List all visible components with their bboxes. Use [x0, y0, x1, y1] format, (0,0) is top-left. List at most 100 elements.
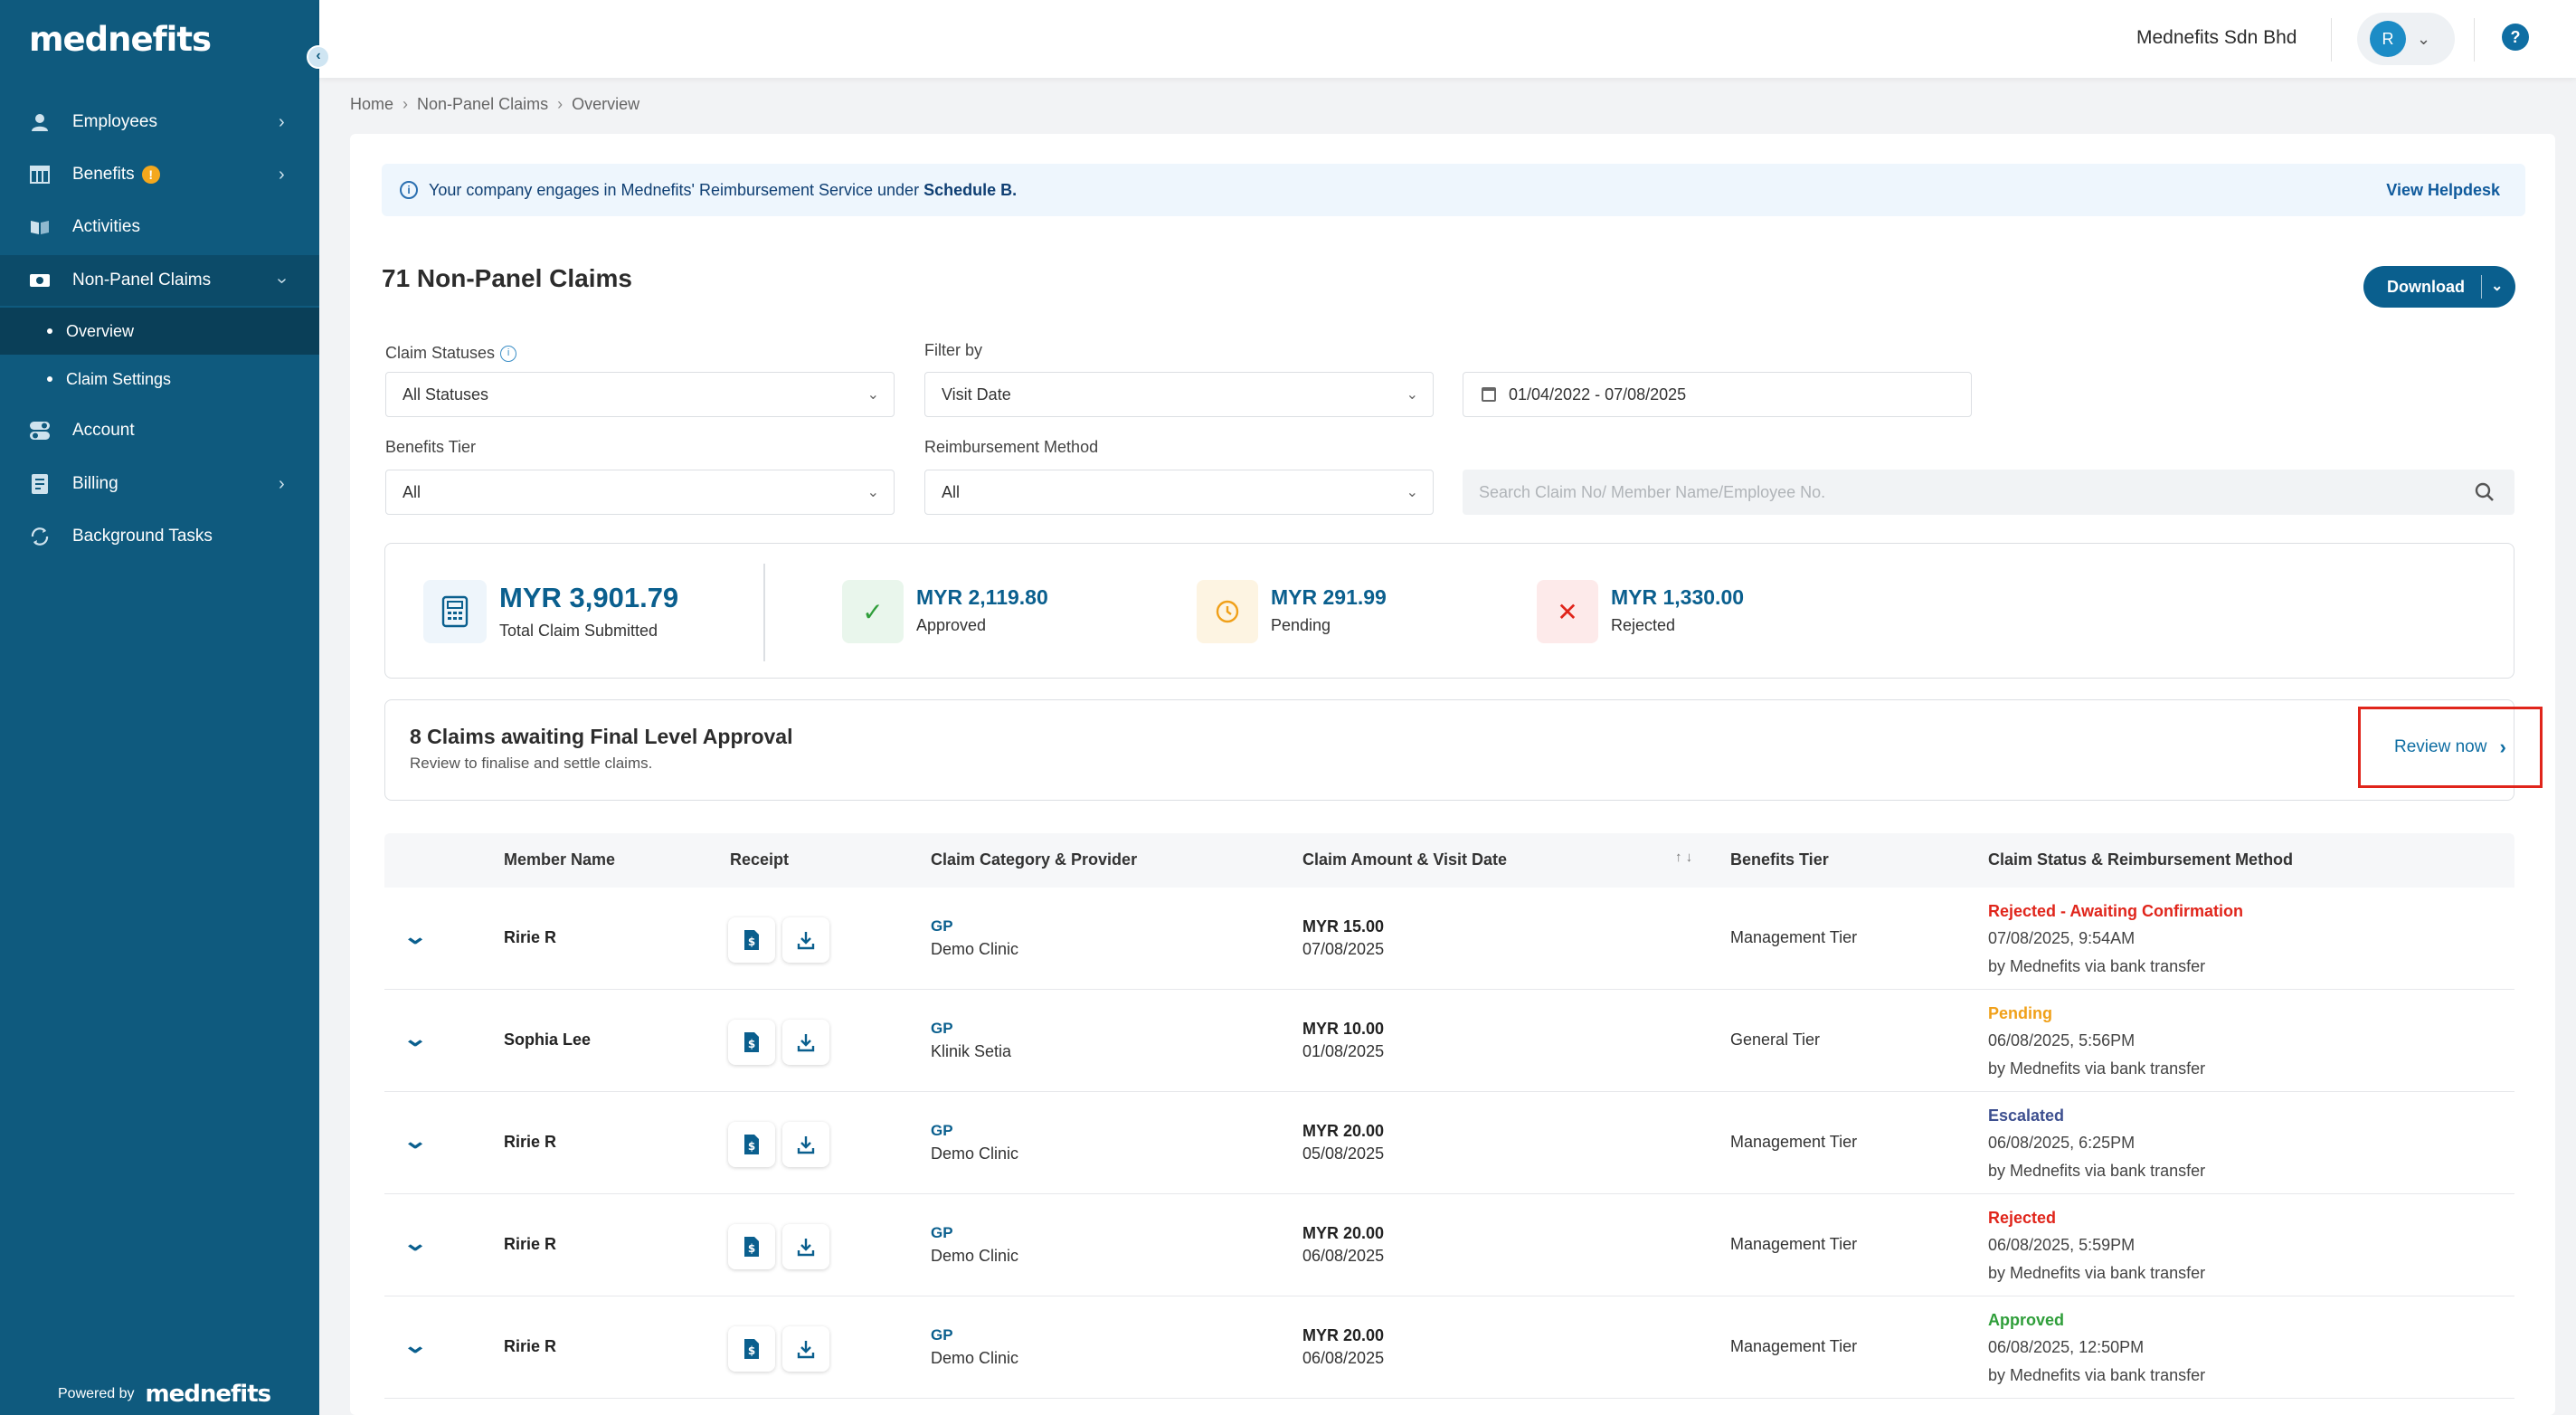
receipt-file-icon[interactable]: $ — [728, 1020, 775, 1065]
member-name: Ririe R — [504, 1235, 557, 1253]
download-icon[interactable] — [782, 1020, 829, 1065]
benefits-tier-label: Benefits Tier — [385, 438, 477, 456]
receipt-file-icon[interactable]: $ — [728, 1122, 775, 1167]
chevron-right-icon: › — [557, 95, 564, 113]
review-now-button[interactable]: Review now › — [2358, 707, 2543, 788]
download-icon[interactable] — [782, 917, 829, 963]
receipt-file-icon[interactable]: $ — [728, 1326, 775, 1372]
sidebar-item-billing[interactable]: Billing › — [0, 459, 319, 509]
chevron-down-icon[interactable]: ⌄ — [2491, 279, 2504, 294]
table-row[interactable]: ⌄ Sophia Lee $ GP Klinik Setia MYR 10.00… — [384, 990, 2514, 1092]
date-range-field[interactable]: 01/04/2022 - 07/08/2025 — [1463, 372, 1972, 417]
breadcrumb: Home › Non-Panel Claims › Overview — [350, 95, 639, 114]
claim-category: GP — [931, 1020, 953, 1037]
search-icon[interactable] — [2475, 482, 2494, 501]
claim-provider: Demo Clinic — [931, 1247, 1019, 1265]
chevron-down-icon: ⌄ — [1406, 485, 1418, 500]
download-icon[interactable] — [782, 1326, 829, 1372]
sidebar-item-employees[interactable]: Employees › — [0, 97, 319, 147]
claim-amount: MYR 20.00 — [1302, 1122, 1385, 1140]
chevron-down-icon[interactable]: ⌄ — [402, 1231, 429, 1256]
chevron-down-icon[interactable]: ⌄ — [402, 925, 429, 949]
chevron-down-icon[interactable]: ⌄ — [402, 1129, 429, 1154]
receipt-icon — [29, 270, 51, 291]
sidebar: mednefits Employees › Benefits! › Activi… — [0, 0, 319, 1415]
bullet-icon — [47, 376, 52, 382]
sidebar-item-benefits[interactable]: Benefits! › — [0, 149, 319, 200]
sidebar-item-activities[interactable]: Activities — [0, 202, 319, 252]
help-icon[interactable]: ? — [2502, 24, 2529, 51]
chevron-down-icon[interactable]: ⌄ — [402, 1027, 429, 1051]
sidebar-item-label: Non-Panel Claims — [72, 271, 212, 290]
sidebar-item-background-tasks[interactable]: Background Tasks — [0, 511, 319, 562]
chevron-down-icon: ⌄ — [867, 485, 879, 500]
download-icon[interactable] — [782, 1122, 829, 1167]
claim-provider: Demo Clinic — [931, 940, 1019, 958]
member-name: Sophia Lee — [504, 1030, 592, 1049]
sort-icon[interactable]: ↑ ↓ — [1675, 850, 1693, 865]
column-header-amount[interactable]: Claim Amount & Visit Date — [1302, 850, 1508, 869]
benefits-tier-select[interactable]: All ⌄ — [385, 470, 895, 515]
column-header-category: Claim Category & Provider — [931, 850, 1138, 869]
visit-date: 06/08/2025 — [1302, 1349, 1385, 1367]
breadcrumb-non-panel-claims[interactable]: Non-Panel Claims — [417, 95, 549, 113]
claim-status: Rejected - Awaiting Confirmation — [1988, 902, 2244, 920]
table-row[interactable]: ⌄ Ririe R $ GP Demo Clinic MYR 20.00 06/… — [384, 1296, 2514, 1399]
download-button[interactable]: Download ⌄ — [2363, 266, 2515, 308]
awaiting-subtitle: Review to finalise and settle claims. — [410, 755, 653, 772]
sidebar-item-label: Background Tasks — [72, 527, 213, 546]
info-banner: i Your company engages in Mednefits' Rei… — [382, 164, 2525, 216]
receipt-file-icon[interactable]: $ — [728, 1224, 775, 1269]
chevron-right-icon: › — [279, 473, 285, 494]
status-timestamp: 06/08/2025, 5:59PM — [1988, 1236, 2136, 1254]
table-row[interactable]: ⌄ Ririe R $ GP Demo Clinic MYR 20.00 05/… — [384, 1092, 2514, 1194]
svg-text:$: $ — [748, 1140, 755, 1153]
banner-text: Your company engages in Mednefits' Reimb… — [429, 180, 1018, 199]
pending-value: MYR 291.99 — [1271, 585, 1387, 609]
divider — [2481, 275, 2482, 299]
collapse-sidebar-button[interactable]: ‹ — [307, 45, 330, 69]
mednefits-footer-logo: mednefits — [145, 1381, 272, 1408]
check-icon: ✓ — [842, 580, 904, 643]
table-row[interactable]: ⌄ Ririe R $ GP Demo Clinic MYR 20.00 06/… — [384, 1194, 2514, 1296]
reimbursement-method: by Mednefits via bank transfer — [1988, 1059, 2206, 1078]
claim-amount: MYR 20.00 — [1302, 1224, 1385, 1242]
chevron-down-icon: ⌄ — [1406, 387, 1418, 403]
filter-by-select[interactable]: Visit Date ⌄ — [924, 372, 1434, 417]
svg-text:$: $ — [748, 1242, 755, 1255]
claim-status: Pending — [1988, 1004, 2052, 1022]
sidebar-subitem-overview[interactable]: Overview — [0, 308, 319, 355]
reimbursement-method: by Mednefits via bank transfer — [1988, 957, 2206, 975]
view-helpdesk-link[interactable]: View Helpdesk — [2386, 180, 2500, 199]
sidebar-item-account[interactable]: Account — [0, 405, 319, 456]
main-card: i Your company engages in Mednefits' Rei… — [350, 134, 2555, 1415]
chevron-down-icon[interactable]: ⌄ — [402, 1334, 429, 1358]
visit-date: 05/08/2025 — [1302, 1144, 1385, 1163]
claim-amount: MYR 15.00 — [1302, 917, 1385, 935]
topbar — [319, 0, 2576, 78]
search-input[interactable]: Search Claim No/ Member Name/Employee No… — [1463, 470, 2514, 515]
column-header-member[interactable]: Member Name — [504, 850, 616, 869]
sidebar-item-non-panel-claims[interactable]: Non-Panel Claims › — [0, 255, 319, 306]
column-header-tier: Benefits Tier — [1730, 850, 1829, 869]
receipt-file-icon[interactable]: $ — [728, 917, 775, 963]
table-row[interactable]: ⌄ Ririe R $ GP Demo Clinic MYR 15.00 07/… — [384, 888, 2514, 990]
mednefits-logo[interactable]: mednefits — [29, 20, 212, 59]
awaiting-title: 8 Claims awaiting Final Level Approval — [410, 725, 793, 748]
visit-date: 01/08/2025 — [1302, 1042, 1385, 1060]
reimbursement-method-select[interactable]: All ⌄ — [924, 470, 1434, 515]
close-icon: ✕ — [1537, 580, 1598, 643]
benefits-tier: Management Tier — [1730, 928, 1858, 946]
breadcrumb-home[interactable]: Home — [350, 95, 394, 113]
visit-date: 07/08/2025 — [1302, 940, 1385, 958]
sidebar-subitem-claim-settings[interactable]: Claim Settings — [0, 356, 319, 403]
claim-statuses-select[interactable]: All Statuses ⌄ — [385, 372, 895, 417]
status-timestamp: 06/08/2025, 5:56PM — [1988, 1031, 2136, 1049]
info-icon[interactable]: i — [500, 346, 517, 363]
total-claim-label: Total Claim Submitted — [499, 622, 658, 640]
user-menu-button[interactable]: R ⌄ — [2357, 13, 2455, 65]
claim-category: GP — [931, 1326, 953, 1344]
calculator-icon — [423, 580, 487, 643]
rejected-value: MYR 1,330.00 — [1611, 585, 1745, 609]
download-icon[interactable] — [782, 1224, 829, 1269]
